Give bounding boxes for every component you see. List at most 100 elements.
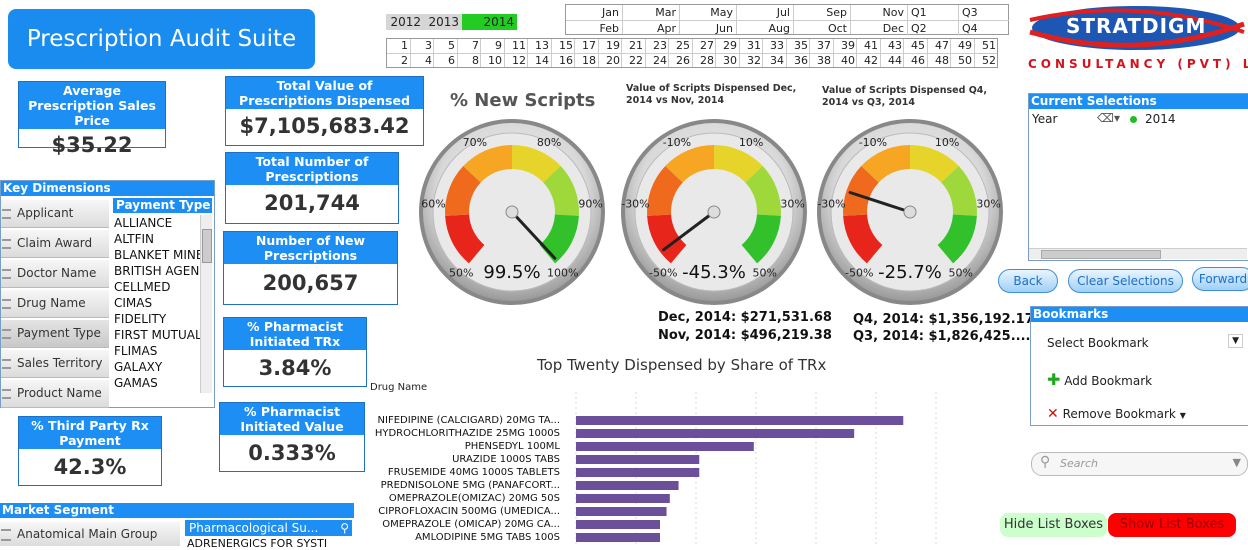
- week-option[interactable]: 40: [833, 53, 857, 67]
- selections-scrollbar[interactable]: [1029, 248, 1247, 259]
- week-option[interactable]: 8: [457, 53, 481, 67]
- week-option[interactable]: 16: [551, 53, 575, 67]
- chevron-down-icon[interactable]: ▼: [1232, 456, 1241, 469]
- week-option[interactable]: 45: [903, 39, 927, 53]
- bar[interactable]: [576, 533, 660, 542]
- scrollbar-thumb[interactable]: [202, 229, 212, 263]
- search-input[interactable]: ⚲ Search ▼: [1031, 452, 1248, 476]
- week-option[interactable]: 39: [833, 39, 857, 53]
- week-option[interactable]: 23: [645, 39, 669, 53]
- chevron-down-icon[interactable]: ▼: [1179, 411, 1186, 420]
- hide-list-boxes-button[interactable]: Hide List Boxes: [1000, 513, 1107, 537]
- week-option[interactable]: 42: [856, 53, 880, 67]
- add-bookmark-button[interactable]: ✚ Add Bookmark: [1047, 370, 1152, 389]
- week-option[interactable]: 20: [598, 53, 622, 67]
- year-option[interactable]: 2014: [462, 14, 517, 30]
- month-option[interactable]: Dec: [850, 20, 907, 35]
- year-option[interactable]: 2013: [424, 14, 462, 30]
- week-option[interactable]: 14: [527, 53, 551, 67]
- payment-type-item[interactable]: BLANKET MINES: [114, 248, 200, 262]
- week-option[interactable]: 38: [809, 53, 833, 67]
- week-option[interactable]: 18: [574, 53, 598, 67]
- pharma-subgroup-item[interactable]: ADRENERGICS FOR SYSTI: [187, 537, 328, 550]
- month-option[interactable]: Mar: [622, 5, 679, 20]
- week-option[interactable]: 34: [762, 53, 786, 67]
- month-option[interactable]: Oct: [793, 20, 850, 35]
- week-option[interactable]: 19: [598, 39, 622, 53]
- remove-bookmark-button[interactable]: ✕ Remove Bookmark ▼: [1047, 406, 1186, 422]
- week-option[interactable]: 47: [927, 39, 951, 53]
- dimension-item[interactable]: Drug Name: [1, 290, 109, 318]
- week-option[interactable]: 15: [551, 39, 575, 53]
- week-option[interactable]: 29: [715, 39, 739, 53]
- payment-type-item[interactable]: CIMAS: [114, 296, 153, 310]
- payment-type-scrollbar[interactable]: [200, 215, 212, 393]
- week-option[interactable]: 36: [786, 53, 810, 67]
- bar[interactable]: [576, 416, 904, 425]
- week-option[interactable]: 1: [386, 39, 410, 53]
- month-option[interactable]: Aug: [736, 20, 793, 35]
- month-option[interactable]: Jun: [679, 20, 736, 35]
- week-option[interactable]: 11: [504, 39, 528, 53]
- payment-type-item[interactable]: FIRST MUTUAL: [114, 328, 200, 342]
- chevron-down-icon[interactable]: ▼: [1228, 334, 1243, 348]
- quarter-option[interactable]: Q2: [907, 20, 958, 35]
- payment-type-item[interactable]: GALAXY: [114, 360, 163, 374]
- week-option[interactable]: 21: [621, 39, 645, 53]
- bar[interactable]: [576, 520, 660, 529]
- week-option[interactable]: 24: [645, 53, 669, 67]
- week-option[interactable]: 41: [856, 39, 880, 53]
- dimension-item[interactable]: Sales Territory: [1, 350, 109, 378]
- bar[interactable]: [576, 468, 700, 477]
- quarter-option[interactable]: Q1: [907, 5, 958, 20]
- week-option[interactable]: 46: [903, 53, 927, 67]
- scrollbar-thumb[interactable]: [1041, 250, 1161, 259]
- payment-type-item[interactable]: ALLIANCE: [114, 216, 173, 230]
- week-option[interactable]: 5: [433, 39, 457, 53]
- month-option[interactable]: Feb: [565, 20, 622, 35]
- dimension-item[interactable]: Payment Type: [1, 320, 109, 348]
- month-option[interactable]: Apr: [622, 20, 679, 35]
- week-option[interactable]: 30: [715, 53, 739, 67]
- back-button[interactable]: Back: [998, 269, 1058, 293]
- dimension-item[interactable]: Applicant: [1, 200, 109, 228]
- select-bookmark-dropdown[interactable]: Select Bookmark ▼: [1047, 334, 1243, 350]
- eraser-icon[interactable]: ⌫▾: [1097, 111, 1120, 125]
- week-option[interactable]: 10: [480, 53, 504, 67]
- week-option[interactable]: 9: [480, 39, 504, 53]
- bar[interactable]: [576, 494, 670, 503]
- week-option[interactable]: 12: [504, 53, 528, 67]
- search-icon[interactable]: ⚲: [340, 521, 349, 535]
- payment-type-item[interactable]: ALTFIN: [114, 232, 154, 246]
- quarter-option[interactable]: Q3: [958, 5, 1009, 20]
- week-option[interactable]: 31: [739, 39, 763, 53]
- dimension-item[interactable]: Doctor Name: [1, 260, 109, 288]
- show-list-boxes-button[interactable]: Show List Boxes: [1108, 513, 1236, 537]
- bar[interactable]: [576, 442, 754, 451]
- bar[interactable]: [576, 455, 700, 464]
- forward-button[interactable]: Forward: [1192, 267, 1248, 291]
- month-option[interactable]: Jan: [565, 5, 622, 20]
- week-option[interactable]: 3: [410, 39, 434, 53]
- week-option[interactable]: 22: [621, 53, 645, 67]
- week-option[interactable]: 51: [974, 39, 998, 53]
- week-option[interactable]: 4: [410, 53, 434, 67]
- week-option[interactable]: 28: [692, 53, 716, 67]
- week-option[interactable]: 13: [527, 39, 551, 53]
- dimension-item[interactable]: Claim Award: [1, 230, 109, 258]
- month-option[interactable]: Jul: [736, 5, 793, 20]
- week-option[interactable]: 26: [668, 53, 692, 67]
- week-option[interactable]: 43: [880, 39, 904, 53]
- payment-type-item[interactable]: FIDELITY: [114, 312, 167, 326]
- week-option[interactable]: 49: [950, 39, 974, 53]
- bar[interactable]: [576, 429, 855, 438]
- payment-type-item[interactable]: BRITISH AGENC: [114, 264, 200, 278]
- week-option[interactable]: 27: [692, 39, 716, 53]
- week-option[interactable]: 32: [739, 53, 763, 67]
- year-option[interactable]: 2012: [386, 14, 424, 30]
- month-option[interactable]: Sep: [793, 5, 850, 20]
- bar[interactable]: [576, 507, 667, 516]
- week-option[interactable]: 7: [457, 39, 481, 53]
- quarter-option[interactable]: Q4: [958, 20, 1009, 35]
- app-title[interactable]: Prescription Audit Suite: [8, 9, 315, 69]
